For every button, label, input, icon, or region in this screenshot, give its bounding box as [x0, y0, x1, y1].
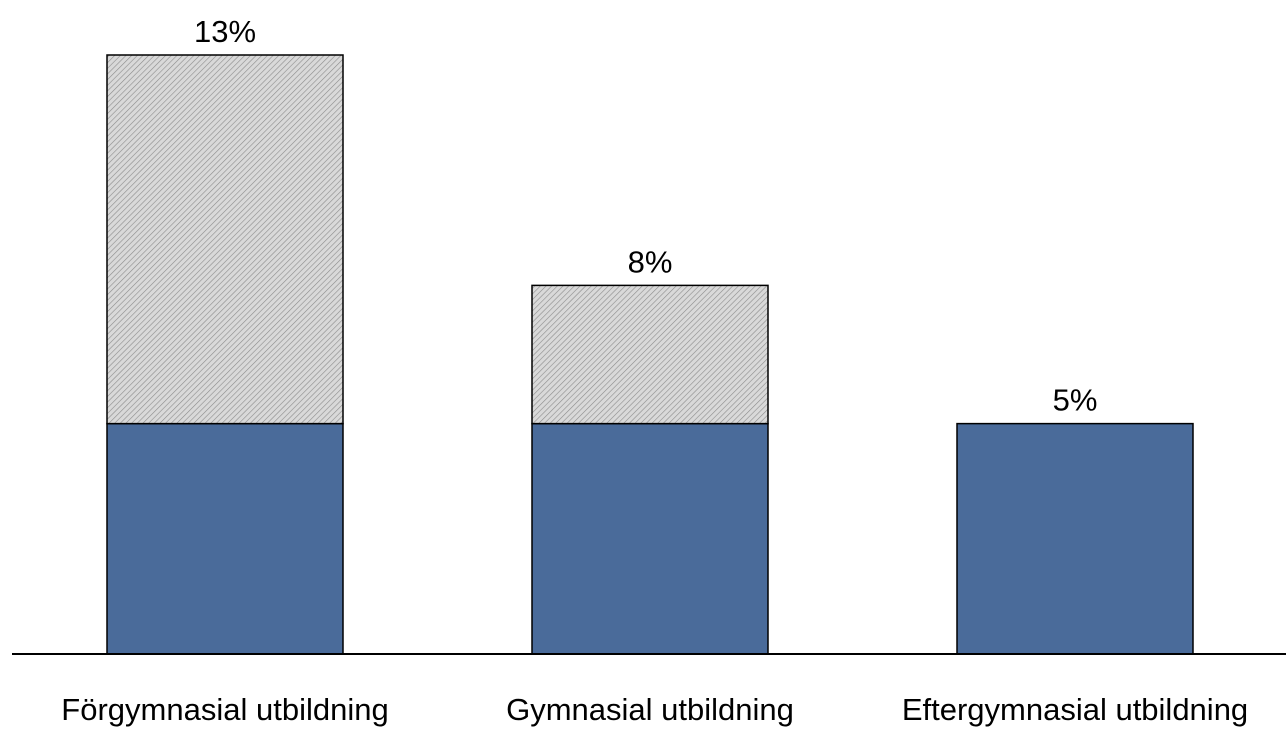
- labels-group: 13% Förgymnasial utbildning 8% Gymnasial ut…: [61, 14, 1248, 727]
- bar-segment-3-series-1: [956, 422, 1194, 655]
- data-label-2: 8%: [628, 244, 673, 279]
- bar-segment-1-series-2: [106, 54, 344, 425]
- bar-segment-1-series-1: [106, 422, 344, 655]
- category-label-2: Gymnasial utbildning: [506, 692, 794, 727]
- category-label-3: Eftergymnasial utbildning: [902, 692, 1248, 727]
- data-label-3: 5%: [1053, 383, 1098, 418]
- bars-group: [106, 54, 1194, 655]
- bar-segment-2-series-2: [531, 284, 769, 425]
- bar-segment-2-series-1: [531, 422, 769, 655]
- data-label-1: 13%: [194, 14, 256, 49]
- category-label-1: Förgymnasial utbildning: [61, 692, 388, 727]
